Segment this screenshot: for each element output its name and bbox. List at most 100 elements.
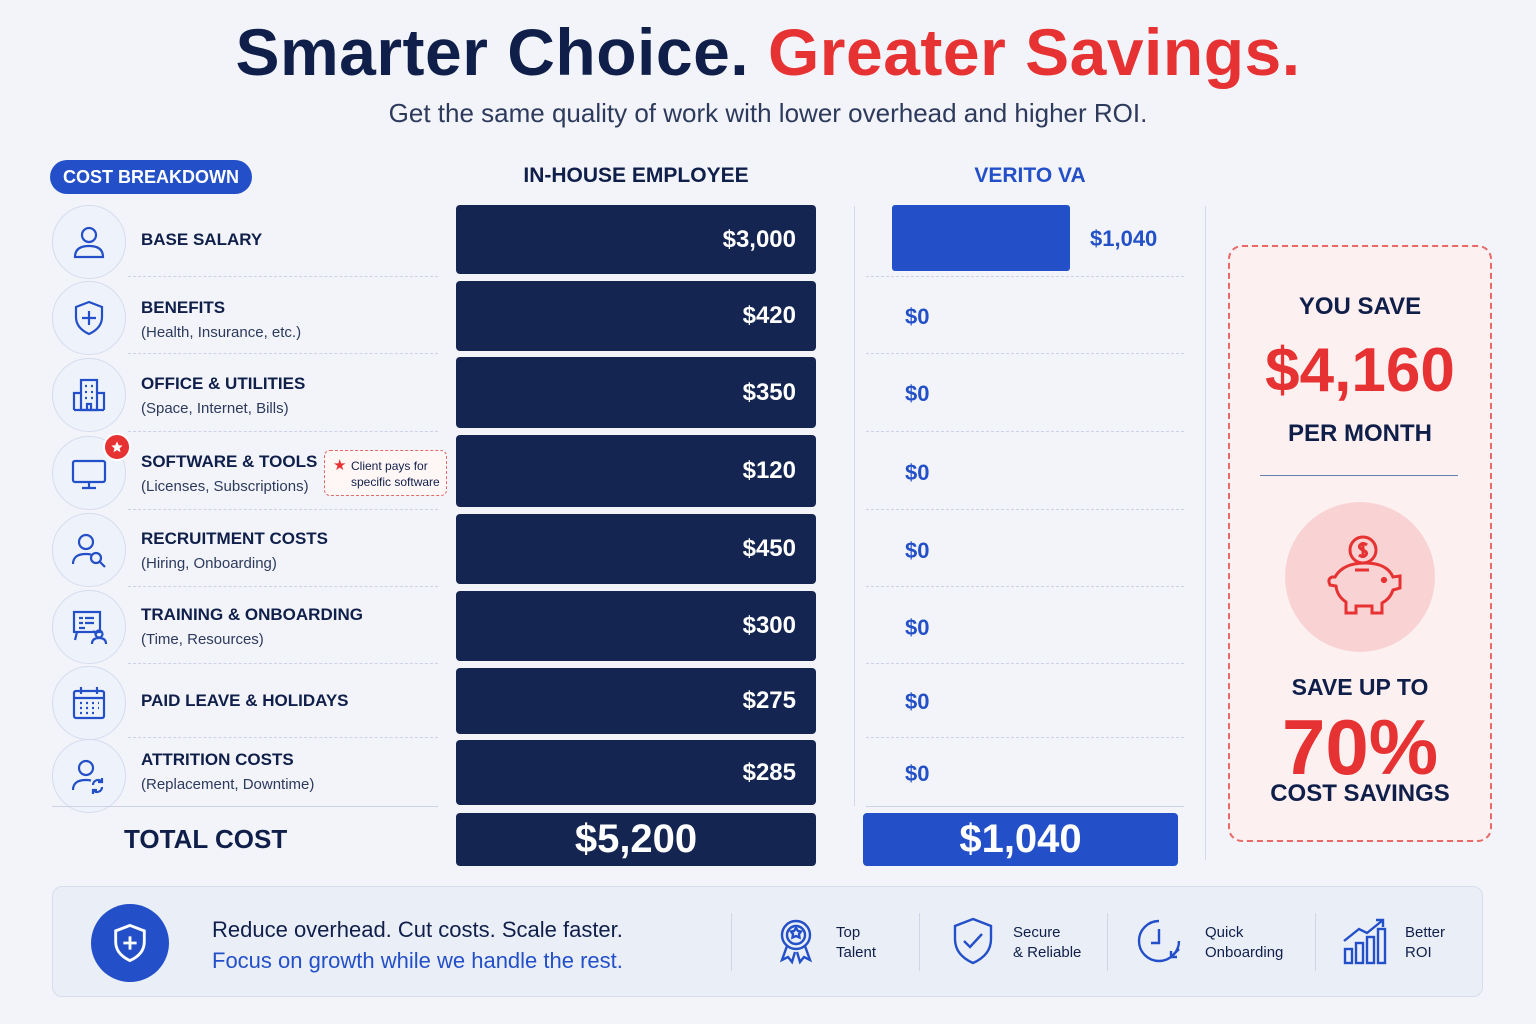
award-ribbon-icon [779, 919, 813, 965]
software-note-callout: ★ Client pays for specific software [324, 450, 447, 496]
row-separator [128, 276, 438, 277]
footer-divider [731, 913, 732, 971]
row-subtitle: (Time, Resources) [141, 631, 264, 648]
row-subtitle: (Hiring, Onboarding) [141, 555, 277, 572]
bar-inhouse: $350 [456, 357, 816, 428]
you-save-label: YOU SAVE [1298, 293, 1422, 320]
va-value: $1,040 [1090, 226, 1158, 251]
feature-text: Secure & Reliable [1013, 924, 1082, 961]
footer-divider [1315, 913, 1316, 971]
va-value: $0 [905, 460, 930, 485]
per-month-label: PER MONTH [1288, 420, 1432, 447]
user-icon [52, 205, 126, 279]
bar-inhouse: $450 [456, 514, 816, 584]
row-separator [128, 663, 438, 664]
savings-amount: $4,160 [1265, 336, 1455, 405]
row-label: BENEFITS (Health, Insurance, etc.) [141, 298, 301, 341]
bar-inhouse: $275 [456, 668, 816, 734]
row-separator [866, 431, 1184, 432]
bar-inhouse: $3,000 [456, 205, 816, 274]
row-separator [866, 276, 1184, 277]
row-name: BENEFITS [141, 298, 226, 317]
bar-inhouse: $120 [456, 435, 816, 507]
growth-chart-icon [1343, 918, 1387, 965]
bar-inhouse: $420 [456, 281, 816, 351]
star-icon: ★ [333, 457, 347, 474]
footer-line-2: Focus on growth while we handle the rest… [212, 948, 623, 973]
row-label: TRAINING & ONBOARDING (Time, Resources) [141, 605, 363, 648]
bar-inhouse: $285 [456, 740, 816, 805]
column-divider [1205, 206, 1206, 860]
savings-divider [1260, 475, 1458, 476]
bar-va [892, 205, 1070, 271]
row-label: BASE SALARY [141, 230, 262, 250]
row-separator [866, 586, 1184, 587]
row-name: OFFICE & UTILITIES [141, 374, 306, 393]
va-value: $0 [905, 538, 930, 563]
presentation-icon [52, 590, 126, 664]
row-label: RECRUITMENT COSTS (Hiring, Onboarding) [141, 529, 328, 572]
total-va: $1,040 [863, 813, 1178, 866]
row-separator [866, 663, 1184, 664]
row-label: OFFICE & UTILITIES (Space, Internet, Bil… [141, 374, 305, 417]
row-separator [866, 353, 1184, 354]
total-cost-label: TOTAL COST [124, 824, 288, 854]
total-inhouse: $5,200 [456, 813, 816, 866]
row-separator [866, 737, 1184, 738]
piggy-bank-icon [1285, 502, 1435, 652]
row-subtitle: (Health, Insurance, etc.) [141, 324, 302, 341]
row-subtitle: (Licenses, Subscriptions) [141, 478, 309, 495]
feature-text: Better ROI [1405, 924, 1446, 961]
column-divider [854, 206, 855, 806]
user-refresh-icon [52, 739, 126, 813]
savings-percent: 70% [1281, 703, 1439, 791]
row-name: ATTRITION COSTS [141, 750, 294, 769]
cost-breakdown-pill: COST BREAKDOWN [50, 160, 252, 194]
row-separator [128, 586, 438, 587]
row-separator [128, 737, 438, 738]
shield-plus-icon [52, 281, 126, 355]
bar-inhouse: $300 [456, 591, 816, 661]
row-separator [128, 353, 438, 354]
row-label: PAID LEAVE & HOLIDAYS [141, 691, 349, 711]
row-separator [866, 806, 1184, 807]
va-value: $0 [905, 381, 930, 406]
monitor-icon [52, 433, 131, 510]
feature-text: Top Talent [836, 924, 877, 961]
software-note-line2: specific software [351, 475, 440, 489]
va-value: $0 [905, 689, 930, 714]
row-name: TRAINING & ONBOARDING [141, 605, 363, 624]
user-search-icon [52, 513, 126, 587]
row-name: BASE SALARY [141, 230, 263, 249]
feature-text: Quick Onboarding [1205, 924, 1284, 961]
row-name: RECRUITMENT COSTS [141, 529, 328, 548]
page-title: Smarter Choice. Greater Savings. [0, 14, 1536, 90]
va-value: $0 [905, 304, 930, 329]
savings-card: YOU SAVE $4,160 PER MONTH SAVE UP TO 70%… [1228, 245, 1492, 842]
cost-savings-label: COST SAVINGS [1270, 780, 1450, 807]
footer-banner: Reduce overhead. Cut costs. Scale faster… [52, 886, 1483, 997]
row-subtitle: (Replacement, Downtime) [141, 776, 315, 793]
page-subtitle: Get the same quality of work with lower … [388, 98, 1148, 128]
row-name: SOFTWARE & TOOLS [141, 452, 318, 471]
row-separator [866, 509, 1184, 510]
total-separator [52, 806, 438, 807]
software-note-line1: Client pays for [351, 459, 428, 473]
building-icon [52, 358, 126, 432]
column-header-va: VERITO VA [974, 164, 1086, 187]
va-value: $0 [905, 615, 930, 640]
footer-line-1: Reduce overhead. Cut costs. Scale faster… [212, 917, 623, 942]
star-badge-icon [103, 433, 131, 461]
column-header-inhouse: IN-HOUSE EMPLOYEE [523, 164, 749, 187]
calendar-icon [52, 666, 126, 740]
footer-divider [919, 913, 920, 971]
clock-icon [1137, 919, 1181, 963]
shield-plus-icon [91, 904, 169, 982]
row-label: SOFTWARE & TOOLS (Licenses, Subscription… [141, 452, 317, 495]
row-name: PAID LEAVE & HOLIDAYS [141, 691, 349, 710]
row-subtitle: (Space, Internet, Bills) [141, 400, 289, 417]
footer-divider [1107, 913, 1108, 971]
row-label: ATTRITION COSTS (Replacement, Downtime) [141, 750, 314, 793]
shield-check-icon [953, 917, 993, 965]
title-part-1: Smarter Choice. [235, 15, 750, 89]
